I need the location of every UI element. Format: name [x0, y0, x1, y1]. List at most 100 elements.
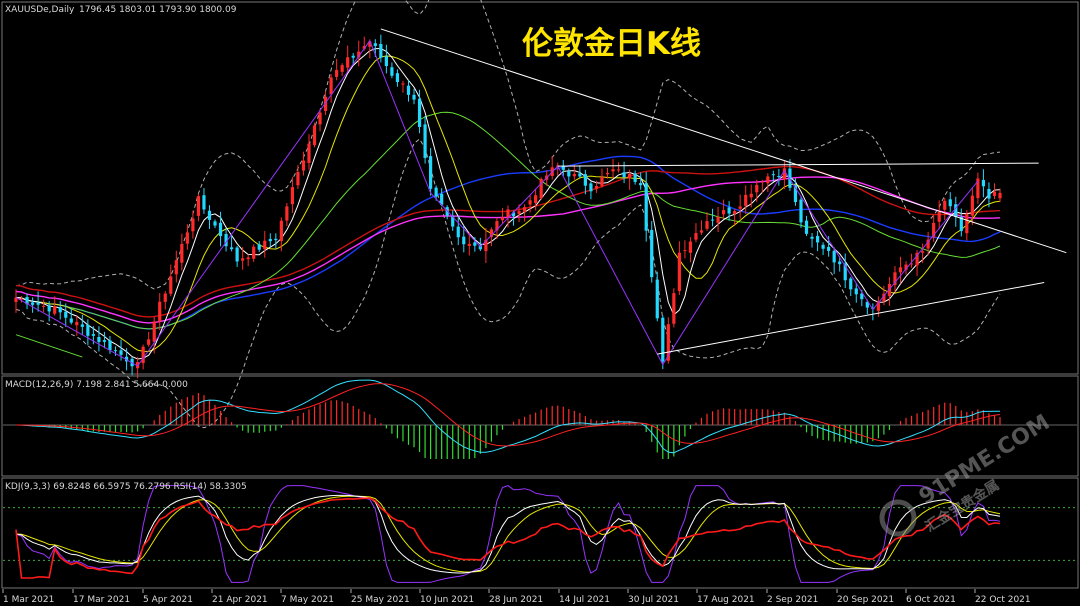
candle-body	[489, 229, 494, 238]
candle-body	[849, 278, 853, 290]
candle-body	[650, 229, 654, 278]
candle-body	[224, 234, 228, 247]
candle-body	[799, 199, 803, 223]
candle-body	[804, 220, 809, 234]
candle-body	[467, 243, 471, 246]
candle-body	[124, 356, 129, 362]
candle-body	[921, 251, 925, 253]
candle-body	[827, 246, 831, 251]
candle-body	[379, 44, 383, 58]
candle-body	[285, 206, 289, 221]
candle-body	[346, 57, 350, 68]
candle-body	[406, 85, 411, 95]
candle-body	[440, 193, 444, 205]
candle-body	[456, 226, 460, 238]
candle-body	[329, 77, 333, 95]
candle-body	[782, 168, 787, 180]
candle-body	[909, 263, 914, 265]
candle-body	[108, 340, 112, 351]
candle-body	[495, 221, 499, 231]
candle-body	[318, 112, 322, 125]
candle-body	[368, 41, 372, 47]
candle-body	[970, 195, 974, 216]
candle-body	[263, 240, 267, 250]
x-tick-label: 14 Jul 2021	[559, 595, 610, 605]
candle-body	[102, 340, 107, 342]
candle-body	[14, 297, 18, 302]
candle-body	[257, 244, 261, 250]
candle-body	[119, 350, 123, 355]
chart-title: 伦敦金日K线	[522, 26, 701, 62]
candle-body	[677, 252, 681, 292]
candle-body	[417, 98, 422, 127]
candle-body	[534, 195, 538, 204]
candle-body	[91, 334, 95, 336]
macd-pane: MACD(12,26,9) 7.198 2.841 5.664 0.000	[1, 375, 1079, 477]
candle-body	[307, 143, 311, 163]
candle-body	[36, 302, 40, 305]
candle-body	[196, 196, 201, 216]
candle-body	[174, 260, 178, 275]
candle-body	[981, 180, 986, 187]
candle-body	[423, 124, 427, 158]
zigzag-lines	[15, 39, 979, 367]
x-tick-label: 28 Jun 2021	[489, 595, 543, 605]
candle-body	[699, 230, 704, 233]
candle-body	[246, 257, 250, 260]
main-pane: XAUUSDe,Daily 1796.45 1803.01 1793.90 18…	[1, 0, 1079, 429]
candle-body	[511, 212, 516, 217]
candle-body	[80, 324, 84, 327]
x-tick-label: 5 Apr 2021	[143, 595, 193, 605]
candle-body	[954, 204, 958, 217]
rsi-line	[15, 497, 1001, 579]
candle-body	[279, 220, 283, 242]
candle-body	[235, 247, 239, 262]
candle-body	[47, 305, 51, 312]
candle-body	[937, 211, 941, 222]
candle-body	[992, 191, 997, 196]
x-tick-label: 25 May 2021	[351, 595, 410, 605]
candle-body	[672, 293, 676, 324]
candle-body	[760, 181, 764, 183]
trendline	[15, 334, 83, 358]
candle-body	[218, 222, 223, 237]
candle-body	[854, 288, 858, 295]
candle-body	[296, 171, 300, 186]
candle-body	[998, 192, 1002, 199]
candle-body	[158, 301, 162, 322]
candle-body	[589, 183, 593, 192]
candle-body	[777, 176, 781, 178]
candle-body	[335, 69, 339, 77]
candle-body	[815, 235, 820, 243]
candle-body	[694, 233, 698, 240]
candle-body	[727, 207, 731, 214]
ma-yellow	[15, 55, 1001, 353]
candle-body	[147, 339, 151, 345]
candle-body	[351, 55, 355, 58]
candle-body	[948, 199, 952, 207]
candle-body	[539, 178, 543, 199]
candle-body	[30, 302, 35, 305]
candle-body	[666, 324, 670, 361]
candle-body	[788, 168, 792, 188]
candle-body	[373, 43, 377, 47]
candle-body	[434, 187, 438, 197]
candle-body	[451, 215, 455, 227]
candle-body	[628, 173, 632, 179]
candle-body	[53, 305, 57, 314]
candle-body	[42, 305, 46, 307]
candle-body	[362, 46, 366, 49]
candle-body	[384, 56, 388, 67]
candle-body	[605, 172, 610, 175]
candle-body	[705, 221, 709, 229]
candle-body	[69, 318, 73, 323]
kdj-d-line	[15, 495, 1001, 573]
candle-body	[843, 263, 847, 281]
symbol-label: XAUUSDe,Daily	[5, 5, 75, 15]
kdj-pane-frame	[1, 477, 1079, 589]
x-tick-label: 7 May 2021	[281, 595, 334, 605]
candle-body	[462, 236, 466, 245]
candle-body	[528, 200, 532, 205]
zigzag-line	[15, 39, 979, 367]
